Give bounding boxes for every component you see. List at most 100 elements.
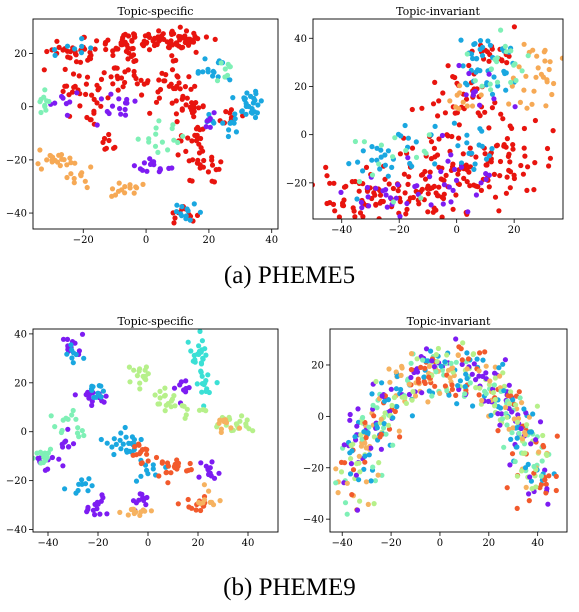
data-point — [196, 343, 202, 349]
data-point — [514, 444, 520, 450]
data-point — [432, 79, 438, 85]
data-point — [137, 386, 143, 392]
data-point — [476, 368, 482, 374]
data-point — [518, 162, 524, 169]
data-point — [395, 131, 402, 137]
data-point — [67, 155, 73, 161]
data-point — [426, 374, 432, 380]
data-point — [220, 120, 226, 126]
y-tick-label: 0 — [21, 102, 27, 113]
data-point — [60, 88, 66, 94]
data-point — [422, 365, 428, 371]
data-point — [504, 414, 510, 420]
data-point — [504, 136, 510, 142]
data-point — [446, 392, 452, 398]
data-point — [492, 403, 498, 409]
data-point — [354, 461, 360, 467]
data-point — [230, 95, 236, 101]
data-point — [509, 125, 515, 131]
data-point — [506, 426, 512, 432]
data-point — [529, 101, 535, 107]
data-point — [161, 78, 167, 84]
data-point — [456, 344, 462, 350]
data-point — [169, 42, 176, 48]
data-point — [144, 168, 150, 174]
data-point — [342, 500, 349, 506]
data-point — [501, 143, 507, 149]
data-point — [463, 371, 469, 377]
y-tick-label: 20 — [14, 49, 27, 60]
data-point — [464, 103, 470, 109]
data-point — [476, 392, 482, 398]
data-point — [200, 355, 206, 361]
data-point — [511, 175, 517, 182]
data-point — [186, 385, 192, 391]
data-point — [210, 73, 216, 79]
data-point — [349, 492, 355, 498]
data-point — [442, 110, 448, 116]
data-point — [507, 185, 513, 191]
data-point — [111, 436, 117, 442]
data-point — [514, 505, 520, 511]
data-point — [171, 220, 177, 226]
data-point — [129, 38, 135, 44]
data-point — [495, 428, 501, 434]
data-point — [137, 512, 143, 519]
data-point — [457, 90, 463, 96]
data-point — [455, 143, 461, 149]
data-point — [409, 413, 415, 419]
data-point — [100, 139, 106, 145]
data-point — [477, 46, 483, 53]
data-point — [190, 39, 197, 45]
data-point — [458, 37, 464, 43]
data-point — [501, 383, 507, 389]
data-point — [416, 379, 422, 385]
data-point — [528, 441, 534, 447]
data-point — [64, 351, 70, 357]
data-point — [248, 93, 254, 99]
data-point — [79, 331, 86, 337]
data-point — [169, 125, 175, 132]
x-tick-label: 40 — [531, 538, 544, 549]
data-point — [133, 478, 140, 484]
data-point — [155, 149, 161, 155]
y-tick-label: −40 — [6, 209, 27, 220]
data-point — [401, 171, 407, 177]
data-point — [153, 125, 159, 131]
data-point — [473, 385, 479, 391]
data-point — [203, 352, 209, 358]
data-point — [502, 357, 508, 363]
data-point — [111, 145, 117, 151]
data-point — [547, 155, 554, 161]
data-point — [381, 398, 388, 404]
data-point — [338, 189, 344, 195]
data-point — [89, 92, 95, 98]
data-point — [122, 106, 128, 113]
data-point — [185, 496, 191, 503]
data-point — [137, 491, 143, 497]
data-point — [165, 480, 171, 486]
data-point — [462, 384, 468, 390]
data-point — [497, 405, 504, 411]
data-point — [173, 111, 179, 117]
data-point — [144, 447, 150, 453]
data-point — [510, 425, 516, 431]
data-point — [378, 147, 384, 153]
data-point — [487, 81, 493, 87]
y-tick-label: 20 — [311, 360, 324, 371]
data-point — [531, 187, 537, 193]
data-point — [86, 395, 92, 401]
data-point — [112, 192, 119, 198]
data-point — [156, 38, 162, 44]
data-point — [419, 186, 425, 192]
data-point — [111, 451, 117, 458]
data-point — [115, 76, 121, 82]
data-point — [211, 110, 217, 116]
data-point — [73, 490, 79, 496]
data-point — [73, 416, 79, 422]
data-point — [536, 449, 542, 455]
data-point — [386, 426, 393, 432]
data-point — [59, 441, 65, 447]
data-point — [195, 36, 201, 42]
data-point — [182, 84, 188, 90]
